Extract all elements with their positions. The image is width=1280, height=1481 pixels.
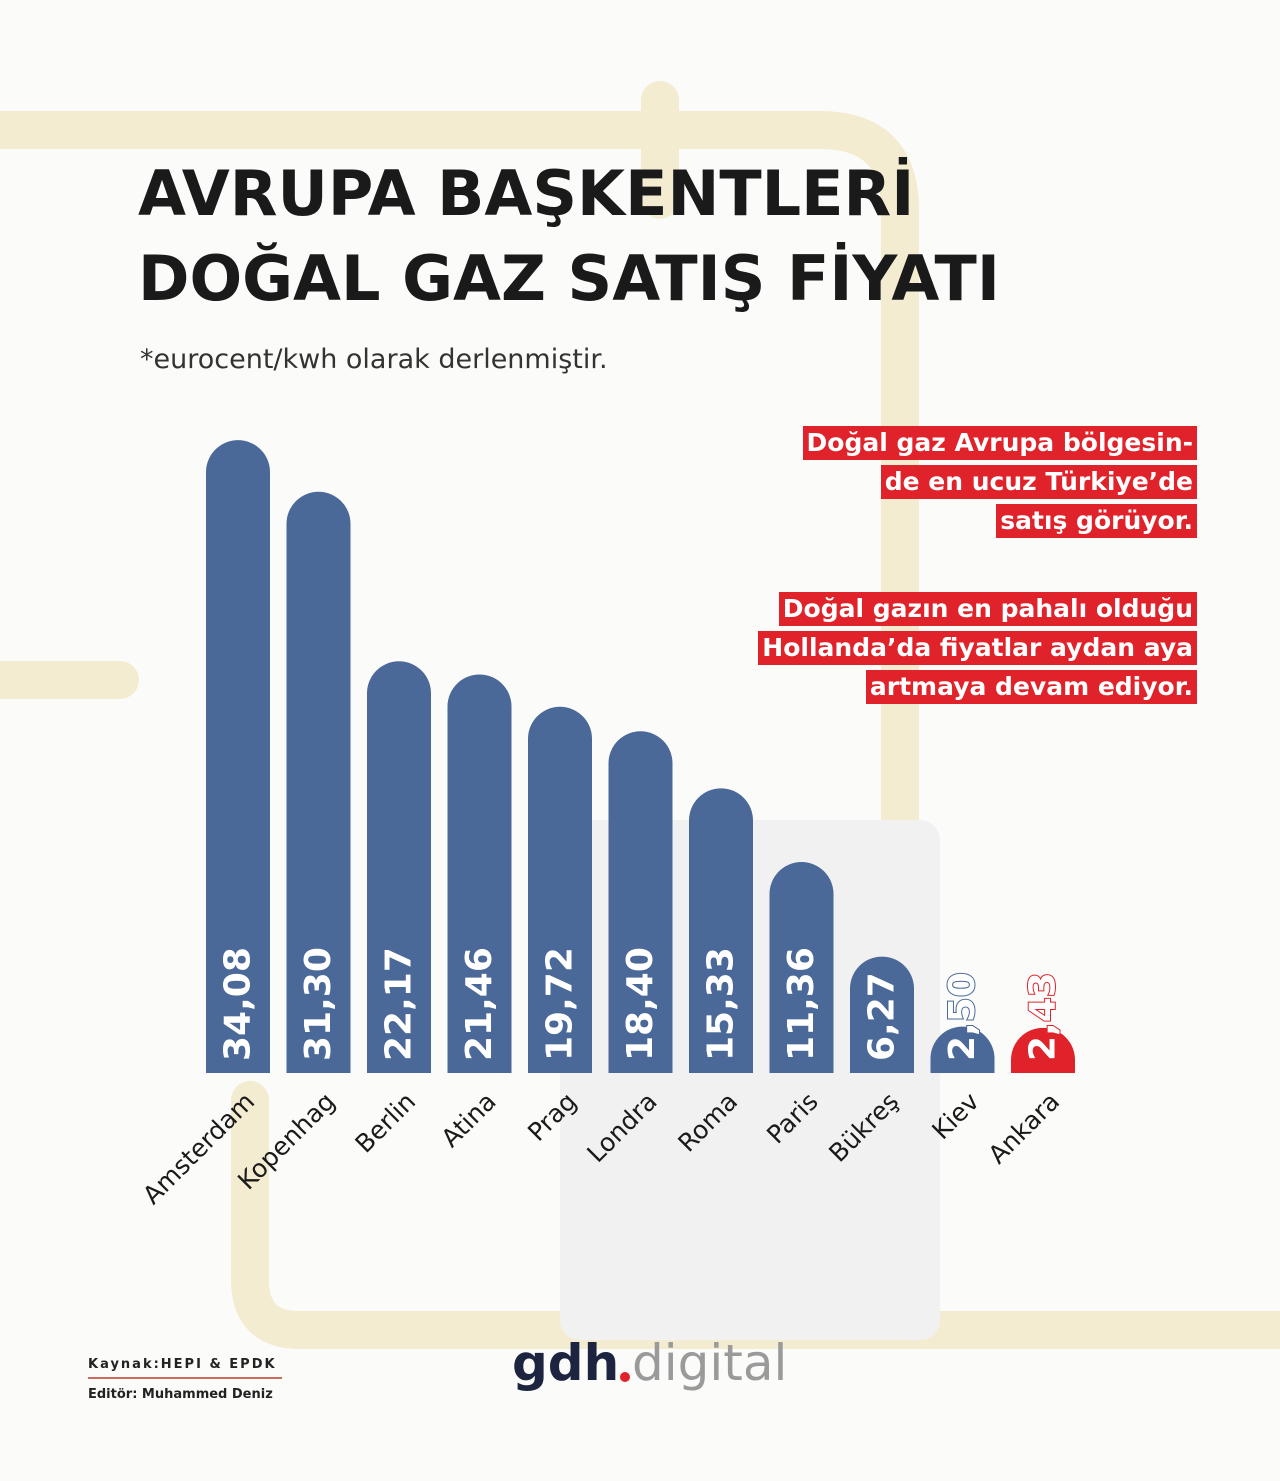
bar [528, 706, 592, 1073]
bar [930, 1026, 995, 1073]
value-label: 6,27 [862, 972, 903, 1061]
value-label: 15,33 [701, 947, 742, 1061]
logo-digital: digital [632, 1334, 787, 1392]
bar [689, 788, 753, 1073]
background-pipes [0, 81, 1280, 1349]
logo-dot [620, 1372, 630, 1382]
value-label: 21,46 [459, 947, 500, 1061]
value-label: 34,08 [218, 947, 259, 1061]
bar [1011, 1027, 1075, 1073]
value-label: 19,72 [540, 947, 581, 1061]
value-label: 31,30 [298, 947, 339, 1061]
editor: Editör: Muhammed Deniz [88, 1387, 273, 1402]
title-line: DOĞAL GAZ SATIŞ FİYATI [138, 242, 1000, 315]
bar [608, 731, 673, 1073]
annotation: Doğal gaz Avrupa bölgesin-de en ucuz Tür… [802, 424, 1197, 541]
value-label: 2,50 [942, 972, 983, 1061]
title-line: AVRUPA BAŞKENTLERİ [138, 157, 914, 230]
logo-gdh: gdh [512, 1334, 619, 1392]
annotation-line: de en ucuz Türkiye’de [880, 465, 1197, 499]
bar [447, 674, 512, 1073]
annotation-line: Hollanda’da fiyatlar aydan aya [758, 631, 1197, 665]
source: Kaynak:HEPI & EPDK [88, 1357, 277, 1372]
bar [769, 862, 834, 1073]
x-tick-label: Berlin [349, 1087, 421, 1159]
annotation-line: artmaya devam ediyor. [865, 670, 1197, 704]
bar [206, 440, 270, 1073]
value-label: 22,17 [379, 947, 420, 1061]
bar [286, 491, 351, 1073]
subtitle: *eurocent/kwh olarak derlenmiştir. [140, 344, 608, 375]
value-label: 11,36 [781, 947, 822, 1061]
value-label: 18,40 [620, 947, 661, 1061]
value-label: 2,43 [1023, 972, 1064, 1061]
annotation-line: Doğal gazın en pahalı olduğu [778, 592, 1197, 626]
bar [850, 956, 914, 1073]
annotation: Doğal gazın en pahalı olduğu Hollanda’da … [758, 590, 1197, 707]
x-tick-label: Ankara [983, 1087, 1066, 1170]
x-tick-label: Atina [436, 1087, 502, 1153]
annotation-line: satış görüyor. [996, 504, 1197, 538]
annotation-line: Doğal gaz Avrupa bölgesin- [802, 426, 1197, 460]
bar [367, 661, 431, 1073]
